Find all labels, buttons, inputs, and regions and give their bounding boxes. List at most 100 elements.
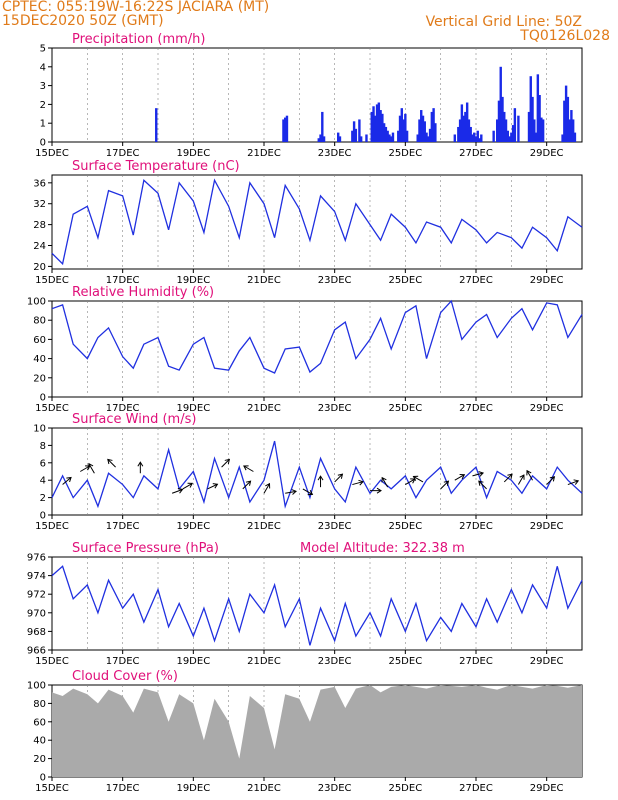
precip-bar (570, 110, 573, 142)
wind-arrow-head (443, 480, 450, 486)
temp-xtick-label: 21DEC (247, 275, 281, 286)
precip-bar (510, 132, 513, 142)
precip-bar (497, 100, 501, 142)
pressure-xtick-label: 23DEC (318, 656, 352, 667)
precip-bar (566, 96, 570, 142)
rh-xtick-label: 21DEC (247, 403, 281, 414)
wind-arrow (517, 474, 525, 485)
precip-xtick-label: 19DEC (176, 148, 210, 159)
wind-arrow (454, 474, 465, 481)
precip-bar (474, 136, 478, 142)
cloud-title: Cloud Cover (%) (72, 669, 178, 684)
precip-bar (405, 130, 409, 142)
precip-title: Precipitation (mm/h) (72, 32, 205, 47)
precip-bar (541, 119, 545, 142)
wind-arrow-head (88, 462, 94, 469)
wind-xtick-label: 17DEC (106, 521, 140, 532)
precip-bar (492, 130, 495, 142)
precip-bar (428, 128, 432, 142)
precip-bar (337, 132, 340, 142)
precip-bar (469, 126, 472, 142)
rh-ytick-label: 0 (40, 393, 46, 404)
wind-xtick-label: 21DEC (247, 521, 281, 532)
pressure-xtick-label: 25DEC (388, 656, 422, 667)
precip-ytick-label: 0 (40, 138, 46, 149)
wind-arrow (285, 490, 297, 494)
temp-xtick-label: 15DEC (35, 275, 69, 286)
rh-ytick-label: 60 (33, 335, 46, 346)
pressure-line (51, 565, 583, 646)
pressure-ytick-label: 972 (27, 590, 46, 601)
cloud-xtick-label: 29DEC (530, 783, 564, 794)
precip-bar (427, 136, 430, 142)
cloud-ytick-label: 80 (33, 699, 46, 710)
temp-xtick-label: 19DEC (176, 275, 210, 286)
precip-bar (458, 119, 462, 142)
precip-bar (573, 132, 577, 142)
pressure-ytick-label: 968 (27, 627, 46, 638)
wind-ytick-label: 6 (40, 458, 46, 469)
cloud-xtick-label: 23DEC (318, 783, 352, 794)
precip-bar (457, 126, 460, 142)
temp-xtick-label: 25DEC (388, 275, 422, 286)
grid-note: Vertical Grid Line: 50Z (425, 14, 582, 30)
wind-line (51, 440, 583, 509)
rh-xtick-label: 19DEC (176, 403, 210, 414)
cloud-xtick-label: 17DEC (106, 783, 140, 794)
precip-bar (388, 134, 391, 142)
precip-ytick-label: 5 (40, 44, 46, 55)
pressure-xtick-label: 19DEC (176, 656, 210, 667)
rh-xtick-label: 15DEC (35, 403, 69, 414)
precip-xtick-label: 25DEC (388, 148, 422, 159)
temp-xtick-label: 27DEC (459, 275, 493, 286)
precip-bar (467, 119, 471, 142)
temp-ytick-label: 36 (33, 178, 46, 189)
temp-ytick-label: 20 (33, 262, 46, 273)
wind-arrow-head (376, 487, 382, 494)
wind-frame (51, 427, 583, 516)
model-code: TQ0126L028 (520, 28, 610, 44)
wind-arrow (207, 483, 218, 490)
precip-bar (561, 134, 564, 142)
wind-arrow (302, 488, 313, 495)
cloud-ytick-label: 0 (40, 773, 46, 784)
wind-arrow-head (573, 479, 580, 485)
precip-ytick-label: 2 (40, 100, 46, 111)
precip-bar (496, 119, 499, 142)
precip-bar (420, 110, 423, 142)
wind-arrow-head (66, 476, 72, 483)
wind-arrow-head (507, 473, 513, 479)
precip-bar (319, 134, 322, 142)
precip-bar (423, 121, 426, 142)
precip-bar (536, 74, 540, 142)
wind-arrow-head (224, 458, 231, 465)
precip-bar (563, 100, 566, 142)
precip-frame (51, 47, 583, 143)
precip-bar (499, 66, 502, 142)
precip-bar (322, 136, 326, 142)
temp-title: Surface Temperature (nC) (72, 159, 240, 174)
pressure-title: Surface Pressure (hPa) (72, 541, 219, 556)
precip-bar (462, 115, 465, 142)
station-info: CPTEC: 055:19W-16:22S JACIARA (MT) (2, 0, 270, 15)
precip-bar (359, 136, 363, 142)
pressure-annotation: Model Altitude: 322.38 m (300, 541, 465, 556)
precip-bar (508, 136, 511, 142)
precip-bar (473, 132, 476, 142)
wind-arrow (263, 483, 270, 494)
wind-arrow (546, 476, 555, 485)
precip-bar (397, 130, 400, 142)
wind-arrow (62, 477, 72, 485)
precip-bar (534, 132, 538, 142)
precip-bar (398, 115, 402, 142)
pressure-xtick-label: 17DEC (106, 656, 140, 667)
wind-arrow (503, 473, 513, 483)
chart-header: CPTEC: 055:19W-16:22S JACIARA (MT) 15DEC… (0, 0, 618, 44)
cloud-xtick-label: 15DEC (35, 783, 69, 794)
precip-bar (402, 119, 405, 142)
wind-arrow (221, 459, 230, 468)
cloud-xtick-label: 21DEC (247, 783, 281, 794)
wind-arrow (413, 476, 424, 483)
precip-bar (480, 134, 483, 142)
wind-arrow-head (358, 479, 364, 486)
